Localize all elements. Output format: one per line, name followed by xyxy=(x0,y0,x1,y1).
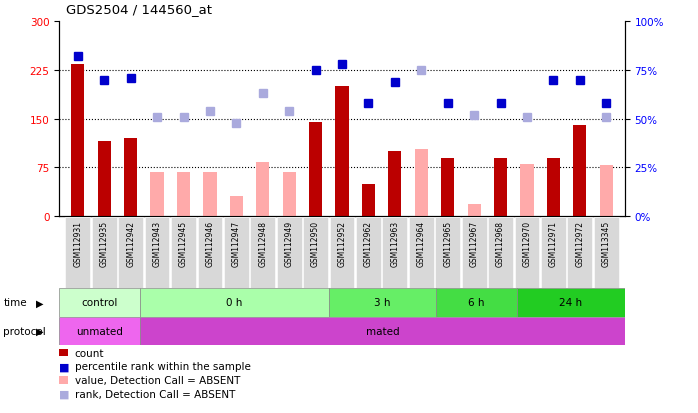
Text: percentile rank within the sample: percentile rank within the sample xyxy=(75,361,251,371)
FancyBboxPatch shape xyxy=(567,218,592,288)
Bar xyxy=(388,152,401,216)
FancyBboxPatch shape xyxy=(171,218,196,288)
FancyBboxPatch shape xyxy=(224,218,248,288)
Text: GSM112964: GSM112964 xyxy=(417,220,426,266)
Text: ■: ■ xyxy=(59,361,69,371)
Text: ▶: ▶ xyxy=(36,298,44,308)
Bar xyxy=(573,126,586,216)
Text: control: control xyxy=(82,298,118,308)
Text: GSM112971: GSM112971 xyxy=(549,220,558,266)
Text: GSM112948: GSM112948 xyxy=(258,220,267,266)
Text: 6 h: 6 h xyxy=(468,298,485,308)
Text: GSM112972: GSM112972 xyxy=(575,220,584,266)
Text: GSM112962: GSM112962 xyxy=(364,220,373,266)
Text: GSM112952: GSM112952 xyxy=(338,220,346,266)
FancyBboxPatch shape xyxy=(59,317,140,345)
Text: GSM112950: GSM112950 xyxy=(311,220,320,266)
Bar xyxy=(520,165,533,216)
Text: 0 h: 0 h xyxy=(226,298,242,308)
FancyBboxPatch shape xyxy=(59,289,140,317)
Text: GSM112967: GSM112967 xyxy=(470,220,479,266)
FancyBboxPatch shape xyxy=(198,218,223,288)
FancyBboxPatch shape xyxy=(329,218,355,288)
Text: ▶: ▶ xyxy=(36,326,44,336)
FancyBboxPatch shape xyxy=(66,218,90,288)
Bar xyxy=(71,64,84,216)
FancyBboxPatch shape xyxy=(461,218,487,288)
Bar xyxy=(468,205,481,216)
FancyBboxPatch shape xyxy=(517,289,625,317)
Text: GSM112931: GSM112931 xyxy=(73,220,82,266)
FancyBboxPatch shape xyxy=(436,218,460,288)
Bar xyxy=(203,173,216,216)
FancyBboxPatch shape xyxy=(144,218,170,288)
Text: GSM112942: GSM112942 xyxy=(126,220,135,266)
Bar xyxy=(494,158,507,216)
Text: GSM112943: GSM112943 xyxy=(153,220,161,266)
Text: GSM112965: GSM112965 xyxy=(443,220,452,266)
Text: GSM112970: GSM112970 xyxy=(523,220,531,266)
Text: mated: mated xyxy=(366,326,399,336)
Text: GSM112945: GSM112945 xyxy=(179,220,188,266)
Bar xyxy=(230,197,243,216)
FancyBboxPatch shape xyxy=(488,218,513,288)
FancyBboxPatch shape xyxy=(140,289,329,317)
Text: 24 h: 24 h xyxy=(559,298,582,308)
Text: GSM112968: GSM112968 xyxy=(496,220,505,266)
FancyBboxPatch shape xyxy=(514,218,540,288)
Bar xyxy=(415,150,428,216)
Text: GSM112963: GSM112963 xyxy=(390,220,399,266)
Bar xyxy=(441,158,454,216)
FancyBboxPatch shape xyxy=(277,218,302,288)
Text: GSM112946: GSM112946 xyxy=(205,220,214,266)
FancyBboxPatch shape xyxy=(329,289,436,317)
Bar xyxy=(362,184,375,216)
FancyBboxPatch shape xyxy=(118,218,143,288)
Text: GDS2504 / 144560_at: GDS2504 / 144560_at xyxy=(66,3,212,16)
Text: protocol: protocol xyxy=(3,326,46,336)
Text: GSM112949: GSM112949 xyxy=(285,220,294,266)
Text: GSM112935: GSM112935 xyxy=(100,220,109,266)
FancyBboxPatch shape xyxy=(92,218,117,288)
Text: ■: ■ xyxy=(59,389,69,399)
Text: unmated: unmated xyxy=(76,326,123,336)
FancyBboxPatch shape xyxy=(541,218,566,288)
FancyBboxPatch shape xyxy=(436,289,517,317)
FancyBboxPatch shape xyxy=(409,218,433,288)
FancyBboxPatch shape xyxy=(303,218,328,288)
Text: time: time xyxy=(3,298,27,308)
Bar xyxy=(600,166,613,216)
Text: GSM113345: GSM113345 xyxy=(602,220,611,266)
Bar xyxy=(124,139,138,216)
Bar xyxy=(336,87,348,216)
Text: value, Detection Call = ABSENT: value, Detection Call = ABSENT xyxy=(75,375,240,385)
FancyBboxPatch shape xyxy=(383,218,407,288)
Bar xyxy=(309,123,322,216)
Bar xyxy=(256,163,269,216)
FancyBboxPatch shape xyxy=(594,218,618,288)
Text: count: count xyxy=(75,348,104,358)
Bar xyxy=(547,158,560,216)
Text: GSM112947: GSM112947 xyxy=(232,220,241,266)
Bar xyxy=(283,172,296,216)
Bar xyxy=(151,173,164,216)
Bar xyxy=(177,173,190,216)
FancyBboxPatch shape xyxy=(140,317,625,345)
Text: rank, Detection Call = ABSENT: rank, Detection Call = ABSENT xyxy=(75,389,235,399)
Text: 3 h: 3 h xyxy=(374,298,391,308)
Bar xyxy=(98,142,111,216)
FancyBboxPatch shape xyxy=(251,218,275,288)
FancyBboxPatch shape xyxy=(356,218,381,288)
